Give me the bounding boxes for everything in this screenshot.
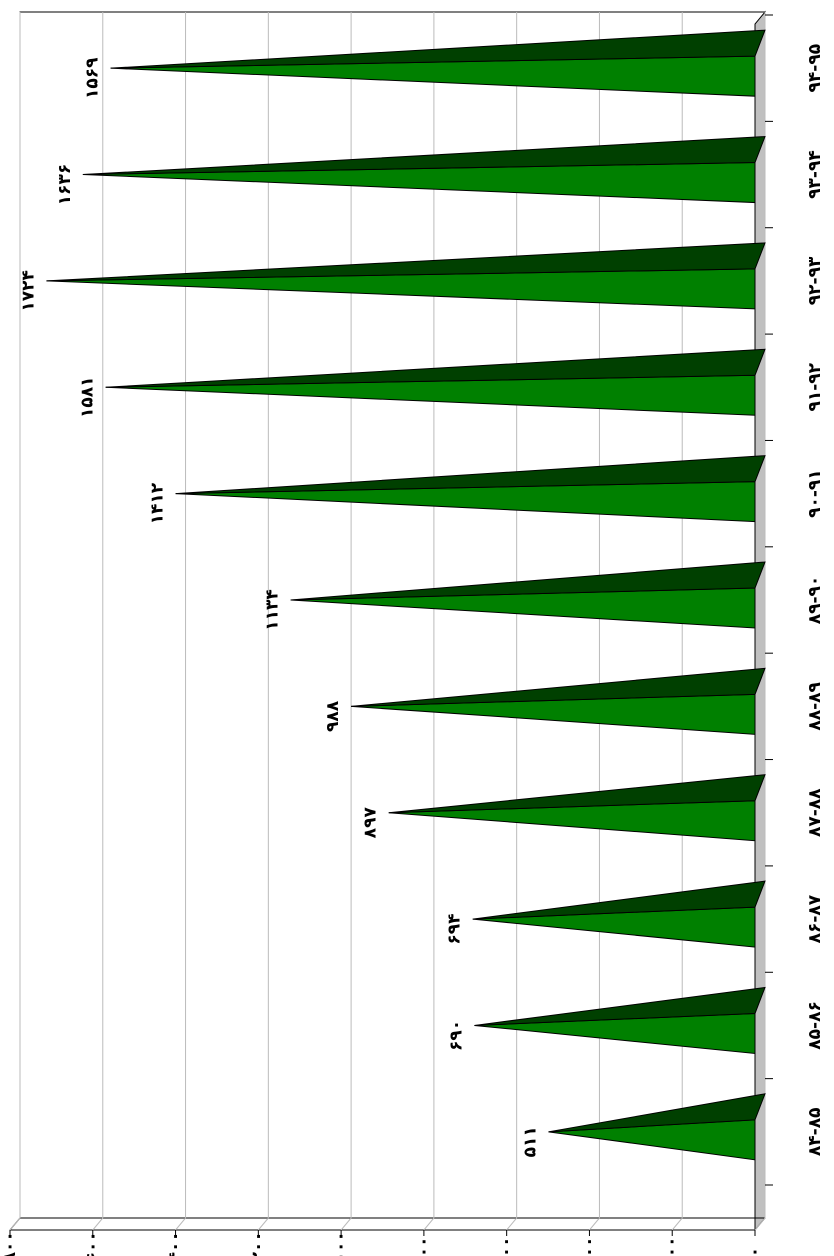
x-tick-label: ۸۵-۸۶	[805, 1001, 825, 1050]
x-tick-label: ۸۸-۸۹	[805, 681, 825, 730]
y-tick-label: ۱۴۰۰	[166, 1231, 186, 1256]
grid-line	[340, 1217, 352, 1231]
y-tick-label: ۰	[745, 1247, 765, 1256]
pyramid-top	[110, 29, 766, 69]
value-label: ۶۹۰	[446, 1020, 466, 1051]
pyramid-top	[105, 348, 766, 388]
x-tick-label: ۸۶-۸۷	[805, 894, 825, 943]
y-tick-label: ۱۶۰۰	[83, 1231, 103, 1256]
pyramid-top	[290, 561, 766, 601]
x-tick-label: ۹۴-۹۵	[805, 44, 825, 93]
x-tick-label: ۸۷-۸۸	[805, 788, 825, 837]
value-label: ۱۵۶۹	[83, 57, 103, 99]
grid-line	[9, 1217, 21, 1231]
y-tick-label: ۱۸۰۰	[0, 1231, 20, 1256]
pyramid-top	[388, 774, 766, 814]
pyramid-top	[474, 986, 766, 1026]
y-tick-label: ۱۰۰۰	[331, 1231, 351, 1256]
value-label: ۱۵۸۱	[78, 377, 98, 419]
x-tick-label: ۹۲-۹۳	[805, 256, 825, 305]
grid-line	[754, 1217, 766, 1231]
value-label: ۱۶۳۶	[55, 164, 75, 206]
y-tick-label: ۴۰۰	[579, 1236, 599, 1256]
value-label: ۱۴۱۲	[148, 482, 168, 524]
y-tick-label: ۲۰۰	[662, 1236, 682, 1256]
value-label: ۱۷۲۴	[18, 270, 38, 312]
grid-line	[423, 1217, 435, 1231]
pyramid-top	[472, 880, 766, 920]
grid-line	[175, 1217, 186, 1231]
y-tick-label: ۱۲۰۰	[248, 1231, 268, 1256]
pyramid-top	[351, 667, 766, 707]
pyramid-top	[175, 455, 766, 495]
grid-line	[92, 1217, 104, 1231]
value-label: ۶۹۴	[445, 914, 465, 945]
grid-line	[589, 1217, 600, 1231]
x-tick-label: ۸۹-۹۰	[805, 576, 825, 625]
pyramid-top	[46, 242, 766, 282]
y-tick-label: ۸۰۰	[414, 1236, 434, 1256]
value-label: ۱۱۳۴	[263, 589, 283, 631]
value-label: ۸۹۷	[361, 807, 381, 839]
floor	[754, 10, 766, 1232]
grid-line	[671, 1217, 683, 1231]
x-tick-label: ۹۰-۹۱	[805, 469, 825, 518]
value-label: ۵۱۱	[521, 1126, 541, 1157]
x-tick-label: ۹۱-۹۲	[805, 362, 825, 411]
y-tick-label: ۶۰۰	[497, 1236, 517, 1256]
grid-line	[257, 1217, 269, 1231]
value-label: ۹۸۸	[323, 700, 343, 732]
x-tick-label: ۹۳-۹۴	[805, 150, 825, 199]
grid-line	[506, 1217, 518, 1231]
pyramid-top	[82, 136, 766, 176]
pyramid-top	[548, 1093, 766, 1133]
x-tick-label: ۸۴-۸۵	[805, 1108, 825, 1157]
